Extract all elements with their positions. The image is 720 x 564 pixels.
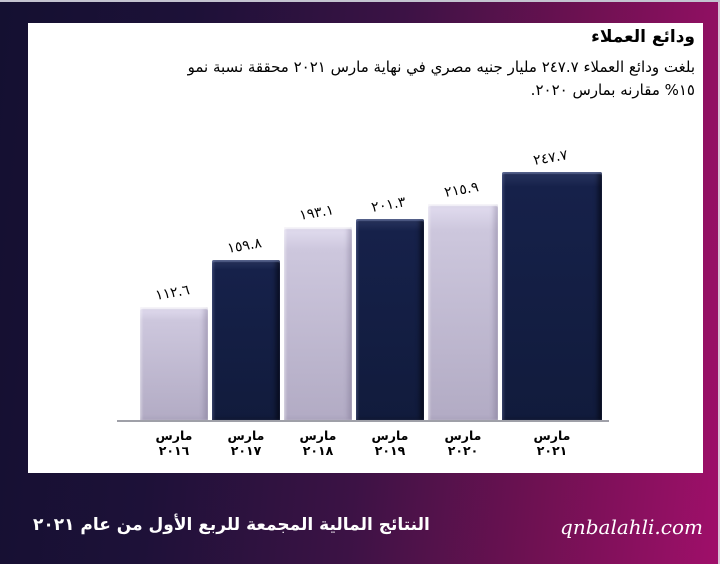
- footer-website: qnbalahli.com: [560, 515, 703, 539]
- chart-bar-2019: ٢٠١.٣: [356, 194, 424, 420]
- x-tick-label-2020: مارس ٢٠٢٠: [444, 428, 482, 458]
- bar-value-label-2021: ٢٤٧.٧: [532, 147, 570, 169]
- bar-value-label-2019: ٢٠١.٣: [370, 194, 408, 216]
- bar-value-label-2018: ١٩٣.١: [298, 202, 336, 224]
- x-tick-label-2021: مارس ٢٠٢١: [533, 428, 571, 458]
- chart-bar-2018: ١٩٣.١: [284, 202, 352, 420]
- slide-body-text: بلغت ودائع العملاء ٢٤٧.٧ مليار جنيه مصري…: [48, 56, 695, 102]
- bar-value-label-2020: ٢١٥.٩: [443, 179, 481, 201]
- x-tick-label-2017: مارس ٢٠١٧: [227, 428, 265, 458]
- content-panel: ودائع العملاء بلغت ودائع العملاء ٢٤٧.٧ م…: [28, 23, 703, 473]
- chart-bar-2020: ٢١٥.٩: [428, 179, 498, 420]
- chart-bar-2021: ٢٤٧.٧: [502, 147, 602, 420]
- body-line-2: ١٥% مقارنه بمارس ٢٠٢٠.: [530, 81, 695, 99]
- body-line-1: بلغت ودائع العملاء ٢٤٧.٧ مليار جنيه مصري…: [187, 58, 695, 76]
- footer-report-title: النتائج المالية المجمعة للربع الأول من ع…: [33, 515, 430, 535]
- chart-bar-2017: ١٥٩.٨: [212, 235, 280, 420]
- x-tick-label-2016: مارس ٢٠١٦: [155, 428, 193, 458]
- bar-value-label-2017: ١٥٩.٨: [226, 235, 264, 257]
- x-tick-label-2018: مارس ٢٠١٨: [299, 428, 337, 458]
- bar-value-label-2016: ١١٢.٦: [154, 282, 192, 304]
- x-axis-line: [117, 420, 609, 422]
- chart-plot-area: ١١٢.٦ ١٥٩.٨ ١٩٣.١ ٢٠١.٣ ٢١٥.٩ ٢٤٧.٧: [117, 147, 609, 420]
- deposits-bar-chart: ١١٢.٦ ١٥٩.٨ ١٩٣.١ ٢٠١.٣ ٢١٥.٩ ٢٤٧.٧ مارس ٢٠١٦ م…: [28, 23, 703, 473]
- x-tick-label-2019: مارس ٢٠١٩: [371, 428, 409, 458]
- slide-title: ودائع العملاء: [591, 27, 695, 47]
- chart-bar-2016: ١١٢.٦: [140, 282, 208, 420]
